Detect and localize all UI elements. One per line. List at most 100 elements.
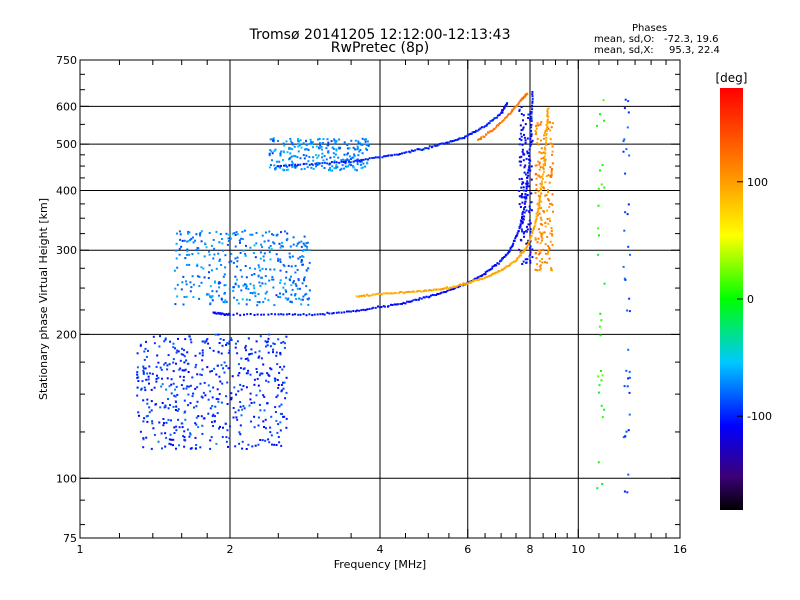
- o-trace-upper-point: [310, 163, 313, 166]
- noise-col-11-point: [597, 204, 600, 207]
- o-trace-upper-point: [342, 161, 345, 163]
- x-cusp-point: [541, 237, 544, 240]
- spread-f-main-point: [223, 292, 226, 294]
- x-cusp-point: [535, 127, 538, 130]
- spread-e-region-point: [142, 420, 145, 423]
- spread-e-region-point: [143, 417, 146, 420]
- x-cusp-point: [545, 252, 547, 255]
- spread-f-main-point: [292, 281, 295, 284]
- o-cusp-point: [523, 235, 525, 238]
- spread-upper-point: [305, 148, 307, 151]
- spread-e-region-point: [178, 444, 180, 447]
- x-trace-f-region-point: [417, 290, 420, 293]
- o-trace-f-region-point: [354, 310, 357, 313]
- noise-col-11-point: [598, 325, 601, 328]
- spread-f-main-point: [254, 267, 257, 270]
- spread-e-region-point: [148, 382, 150, 385]
- spread-upper-point: [317, 138, 319, 141]
- o-trace-upper-point: [476, 129, 479, 132]
- spread-f-main-point: [308, 249, 311, 252]
- spread-f-main-point: [267, 299, 270, 302]
- spread-e-region-point: [285, 426, 288, 429]
- spread-e-region-point: [211, 396, 214, 399]
- noise-col-12-point: [627, 100, 630, 103]
- spread-e-region-point: [194, 387, 197, 390]
- spread-e-region-point: [277, 384, 280, 386]
- spread-e-region-point: [214, 333, 217, 336]
- o-trace-upper-point: [305, 162, 308, 165]
- o-trace-upper-point: [387, 154, 390, 157]
- noise-col-11-point: [597, 375, 600, 378]
- o-cusp-point: [521, 150, 524, 153]
- x-cusp-point: [540, 239, 543, 242]
- spread-e-region-point: [188, 435, 191, 438]
- o-trace-upper-point: [297, 163, 299, 166]
- spread-f-main-point: [178, 230, 181, 233]
- o-trace-f-region-point: [435, 294, 438, 296]
- x-trace-f-region-point: [497, 270, 500, 273]
- spread-f-main-point: [186, 240, 189, 243]
- o-trace-f-region-point: [531, 101, 534, 104]
- spread-e-region-point: [150, 400, 153, 403]
- spread-e-region-point: [221, 344, 224, 347]
- x-trace-f-region-point: [541, 175, 544, 178]
- o-trace-f-region-point: [491, 267, 494, 270]
- spread-upper-point: [312, 167, 315, 170]
- o-trace-upper-point: [403, 151, 406, 154]
- x-cusp-point: [538, 212, 541, 215]
- spread-f-main-point: [302, 242, 305, 245]
- spread-e-region-point: [181, 426, 184, 429]
- spread-e-region-point: [170, 378, 173, 381]
- o-trace-upper-point: [419, 148, 422, 151]
- spread-f-main-point: [204, 242, 207, 245]
- spread-e-region-point: [230, 396, 233, 399]
- o-trace-f-region-point: [319, 313, 322, 316]
- spread-e-region-point: [180, 353, 183, 356]
- spread-f-main-point: [205, 246, 208, 249]
- spread-upper-point: [350, 164, 352, 167]
- o-cusp-point: [520, 194, 523, 197]
- spread-e-region-point: [205, 339, 208, 342]
- spread-upper-point: [335, 149, 338, 152]
- spread-e-region-point: [196, 400, 199, 403]
- spread-upper-point: [351, 164, 354, 167]
- spread-f-main-point: [249, 282, 252, 285]
- spread-e-region-point: [150, 447, 153, 450]
- spread-e-region-point: [184, 439, 187, 442]
- spread-e-region-point: [246, 357, 249, 360]
- spread-e-region-point: [268, 375, 271, 377]
- x-trace-f-region-point: [546, 109, 549, 112]
- x-cusp-point: [539, 252, 542, 255]
- spread-f-main-point: [236, 256, 239, 259]
- x-cusp-point: [545, 261, 548, 264]
- o-trace-f-region-point: [420, 297, 423, 300]
- spread-e-region-point: [136, 371, 139, 374]
- o-trace-f-region-point: [225, 313, 228, 315]
- o-trace-upper-point: [386, 154, 389, 157]
- spread-f-main-point: [182, 275, 185, 278]
- spread-f-main-point: [252, 252, 255, 254]
- y-tick-label: 400: [56, 184, 77, 197]
- spread-e-region-point: [232, 407, 235, 409]
- noise-col-11-point: [600, 404, 603, 407]
- x-trace-f-region-point: [525, 246, 528, 249]
- o-trace-f-region-point: [530, 120, 533, 122]
- spread-e-region-point: [194, 422, 197, 425]
- spread-e-region-point: [144, 389, 147, 392]
- x-tick-label: 16: [673, 543, 687, 556]
- spread-f-main-point: [233, 232, 236, 235]
- x-trace-f-region-point: [536, 211, 539, 214]
- o-trace-f-region-point: [481, 274, 484, 277]
- spread-f-main-point: [289, 245, 292, 248]
- spread-f-main-point: [220, 297, 223, 300]
- spread-e-region-point: [201, 351, 204, 354]
- x-trace-upper-point: [516, 104, 519, 107]
- spread-e-region-point: [212, 386, 215, 389]
- colorbar-label: [deg]: [716, 71, 748, 85]
- spread-f-main-point: [249, 292, 252, 294]
- spread-e-region-point: [194, 447, 197, 450]
- spread-e-region-point: [143, 358, 146, 361]
- o-trace-upper-point: [412, 150, 415, 152]
- spread-f-main-point: [228, 287, 231, 290]
- x-cusp-point: [543, 231, 546, 234]
